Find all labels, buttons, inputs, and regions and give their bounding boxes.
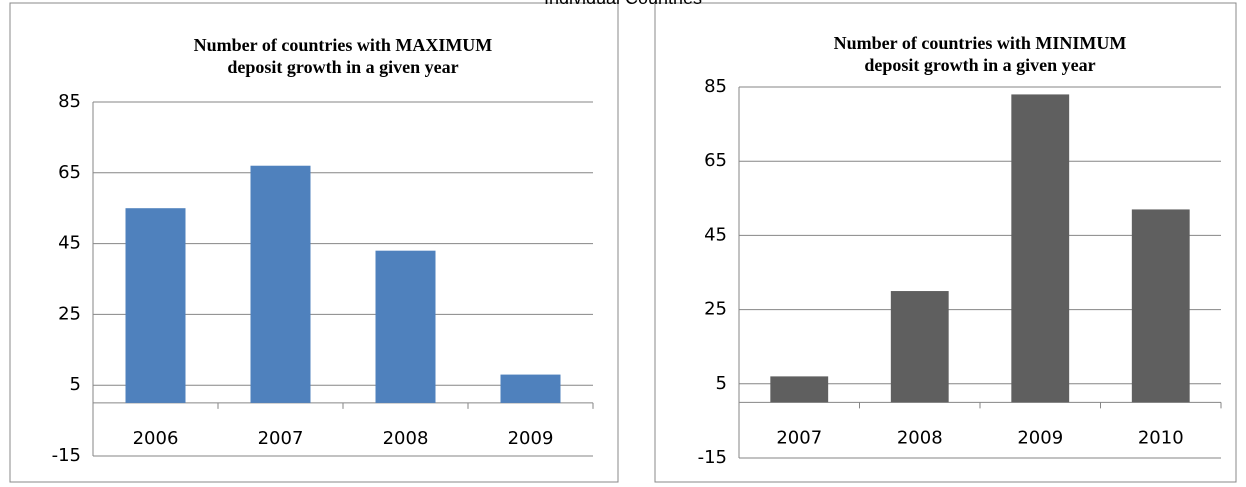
y-tick-label: -15 bbox=[698, 447, 727, 468]
bar bbox=[250, 165, 311, 403]
x-tick-label: 2010 bbox=[1138, 427, 1184, 448]
y-tick-label: -15 bbox=[52, 445, 81, 466]
y-tick-label: 25 bbox=[704, 299, 727, 320]
x-tick-label: 2008 bbox=[897, 427, 943, 448]
bar bbox=[375, 250, 436, 403]
chart-title: Number of countries with MINIMUM deposit… bbox=[833, 33, 1127, 75]
y-tick-label: 5 bbox=[70, 374, 81, 395]
y-tick-label: 45 bbox=[58, 233, 81, 254]
x-tick-label: 2009 bbox=[508, 428, 554, 449]
bar bbox=[1011, 94, 1070, 403]
x-tick-label: 2007 bbox=[258, 428, 304, 449]
chart-frame bbox=[9, 2, 619, 483]
x-tick-label: 2009 bbox=[1017, 427, 1063, 448]
y-tick-label: 85 bbox=[58, 91, 81, 112]
bar bbox=[500, 374, 561, 403]
x-tick-label: 2007 bbox=[776, 427, 822, 448]
y-tick-label: 85 bbox=[704, 76, 727, 97]
bar bbox=[890, 291, 949, 403]
y-tick-label: 65 bbox=[704, 150, 727, 171]
chart-frame bbox=[654, 2, 1237, 483]
x-tick-label: 2008 bbox=[383, 428, 429, 449]
y-tick-label: 25 bbox=[58, 303, 81, 324]
bar bbox=[1131, 209, 1190, 403]
y-tick-label: 65 bbox=[58, 162, 81, 183]
x-tick-label: 2006 bbox=[133, 428, 179, 449]
chart-title: Number of countries with MAXIMUM deposit… bbox=[193, 35, 493, 77]
heading: Individual Countries bbox=[0, 0, 1246, 9]
bar bbox=[125, 208, 186, 403]
y-tick-label: 5 bbox=[716, 373, 727, 394]
y-tick-label: 45 bbox=[704, 224, 727, 245]
bar bbox=[770, 376, 829, 403]
